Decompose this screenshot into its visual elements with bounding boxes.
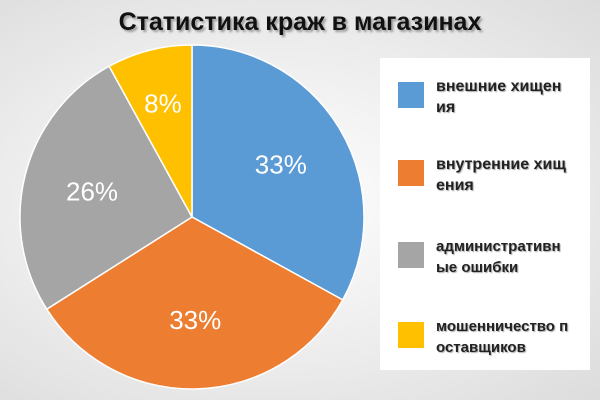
legend-item: внутренние хищения bbox=[398, 154, 570, 196]
pie-slice bbox=[191, 44, 365, 301]
legend-item: внешние хищения bbox=[398, 76, 570, 118]
pie-slice bbox=[45, 216, 344, 390]
legend: внешние хищения внутренние хищения админис… bbox=[380, 58, 590, 370]
legend-item: мошенничество поставщиков bbox=[398, 316, 570, 358]
data-label: 26% bbox=[66, 176, 118, 206]
pie-slice bbox=[19, 65, 193, 311]
data-label: 33% bbox=[169, 305, 221, 335]
legend-item: административные ошибки bbox=[398, 236, 570, 278]
legend-label: внутренние хищения bbox=[436, 156, 566, 194]
pie-slice bbox=[108, 44, 193, 218]
legend-label: внешние хищения bbox=[436, 78, 562, 116]
legend-swatch bbox=[398, 322, 424, 348]
data-label: 8% bbox=[144, 89, 182, 119]
legend-swatch bbox=[398, 242, 424, 268]
legend-label: мошенничество поставщиков bbox=[436, 318, 569, 356]
legend-swatch bbox=[398, 82, 424, 108]
data-label: 33% bbox=[255, 149, 307, 179]
legend-swatch bbox=[398, 160, 424, 186]
chart-title: Статистика краж в магазинах bbox=[118, 8, 482, 36]
legend-label: административные ошибки bbox=[436, 238, 561, 276]
